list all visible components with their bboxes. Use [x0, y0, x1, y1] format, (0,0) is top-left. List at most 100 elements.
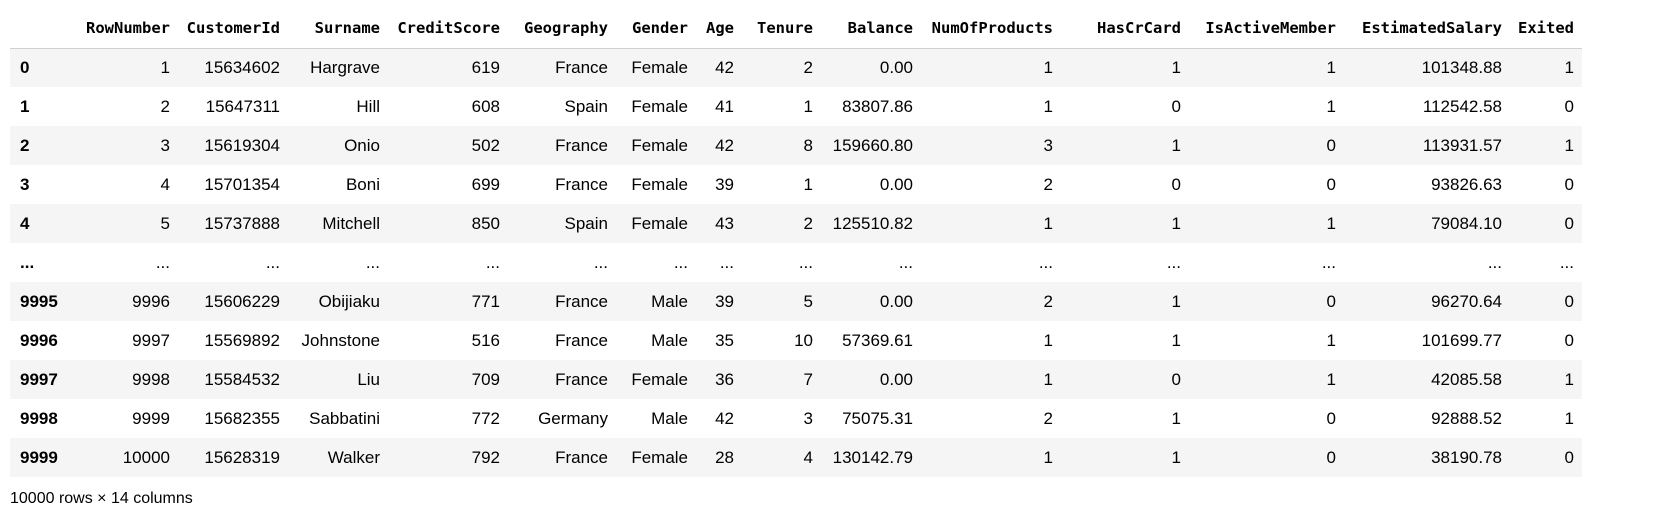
table-header: RowNumber CustomerId Surname CreditScore Geo… — [10, 8, 1582, 49]
table-row: 9998 9999 15682355 Sabbatini 772 Germany Male 4… — [10, 399, 1582, 438]
table-cell: 130142.79 — [832, 447, 913, 467]
row-index: 9995 — [20, 291, 58, 311]
table-cell: 93826.63 — [1431, 174, 1502, 194]
table-row: 9997 9998 15584532 Liu 709 France Female 36 7 0.0… — [10, 360, 1582, 399]
table-row: 4 5 15737888 Mitchell 850 Spain Female 43 2 12551… — [10, 204, 1582, 243]
table-cell: 1 — [803, 174, 813, 194]
table-cell: Female — [631, 213, 688, 233]
table-cell: 0 — [1564, 330, 1574, 350]
table-cell: 0 — [1326, 291, 1336, 311]
table-cell: Liu — [357, 369, 380, 389]
table-cell: 1 — [1043, 330, 1053, 350]
table-cell: Male — [651, 330, 688, 350]
table-cell: 0 — [1564, 447, 1574, 467]
table-cell: 42085.58 — [1431, 369, 1502, 389]
table-cell: 5 — [160, 213, 170, 233]
table-cell: 502 — [471, 135, 500, 155]
column-header: Age — [696, 8, 742, 49]
table-cell: 36 — [715, 369, 734, 389]
table-cell: 516 — [471, 330, 500, 350]
table-cell: 1 — [1171, 213, 1181, 233]
column-header: IsActiveMember — [1189, 8, 1344, 49]
table-cell: 709 — [471, 369, 500, 389]
table-cell: 3 — [803, 408, 813, 428]
table-cell: 1 — [1171, 330, 1181, 350]
table-cell: 39 — [715, 174, 734, 194]
table-cell: 42 — [715, 408, 734, 428]
table-cell: ... — [265, 252, 280, 272]
table-cell: 1 — [1326, 213, 1336, 233]
column-header: NumOfProducts — [921, 8, 1061, 49]
column-header: CustomerId — [178, 8, 288, 49]
table-cell: Hill — [356, 96, 380, 116]
table-cell: 79084.10 — [1431, 213, 1502, 233]
table-cell: 38190.78 — [1431, 447, 1502, 467]
table-cell: 850 — [471, 213, 500, 233]
table-cell: 9998 — [132, 369, 170, 389]
column-header: Geography — [508, 8, 616, 49]
column-header: CreditScore — [388, 8, 508, 49]
row-index: 9998 — [20, 408, 58, 428]
table-cell: 9997 — [132, 330, 170, 350]
table-cell: ... — [1166, 252, 1181, 272]
table-cell: 42 — [715, 57, 734, 77]
row-index: 4 — [20, 213, 30, 233]
table-cell: 0 — [1564, 213, 1574, 233]
table-row: ........................................… — [10, 243, 1582, 282]
table-cell: 112542.58 — [1422, 96, 1502, 116]
table-cell: 7 — [803, 369, 813, 389]
row-index: 9999 — [20, 447, 58, 467]
table-cell: 1 — [1171, 291, 1181, 311]
table-row: 9996 9997 15569892 Johnstone 516 France Male 35… — [10, 321, 1582, 360]
table-cell: ... — [673, 252, 688, 272]
table-row: 0 1 15634602 Hargrave 619 France Female 42 2 0.00… — [10, 48, 1582, 87]
table-cell: 1 — [1171, 408, 1181, 428]
column-header: HasCrCard — [1061, 8, 1189, 49]
header-row: RowNumber CustomerId Surname CreditScore Geo… — [10, 8, 1582, 49]
table-cell: 771 — [471, 291, 500, 311]
table-cell: ... — [1559, 252, 1574, 272]
table-cell: 0 — [1564, 96, 1574, 116]
table-cell: 4 — [160, 174, 170, 194]
table-cell: 0 — [1326, 135, 1336, 155]
table-cell: Johnstone — [301, 330, 380, 350]
table-cell: Male — [651, 408, 688, 428]
table-cell: 15584532 — [204, 369, 280, 389]
table-cell: 75075.31 — [842, 408, 913, 428]
table-cell: 96270.64 — [1431, 291, 1502, 311]
table-cell: 4 — [803, 447, 813, 467]
table-cell: 42 — [715, 135, 734, 155]
table-cell: 15701354 — [204, 174, 280, 194]
table-cell: 35 — [715, 330, 734, 350]
table-cell: ... — [155, 252, 170, 272]
table-cell: 1 — [1171, 447, 1181, 467]
table-cell: 2 — [160, 96, 170, 116]
table-cell: 0 — [1326, 447, 1336, 467]
row-index: 2 — [20, 135, 30, 155]
table-cell: 1 — [1564, 57, 1574, 77]
table-cell: 608 — [471, 96, 500, 116]
table-cell: Spain — [564, 96, 608, 116]
column-header: Surname — [288, 8, 388, 49]
table-cell: Germany — [538, 408, 608, 428]
table-cell: 1 — [1043, 213, 1053, 233]
table-cell: 3 — [1043, 135, 1053, 155]
table-cell: Sabbatini — [309, 408, 380, 428]
column-header: Balance — [821, 8, 921, 49]
table-cell: 15647311 — [205, 96, 280, 116]
table-cell: 1 — [1043, 57, 1053, 77]
table-cell: 15634602 — [204, 57, 280, 77]
column-header: Tenure — [742, 8, 821, 49]
row-index: 3 — [20, 174, 30, 194]
row-index: 9997 — [20, 369, 58, 389]
row-index: 0 — [20, 57, 30, 77]
table-cell: France — [555, 330, 608, 350]
column-header: Gender — [616, 8, 696, 49]
table-row: 9999 10000 15628319 Walker 792 France Female 28… — [10, 438, 1582, 477]
index-header — [10, 8, 74, 49]
table-cell: ... — [1487, 252, 1502, 272]
table-cell: 1 — [1043, 96, 1053, 116]
table-cell: Female — [631, 96, 688, 116]
table-cell: 0.00 — [879, 291, 913, 311]
table-cell: 0.00 — [879, 174, 913, 194]
